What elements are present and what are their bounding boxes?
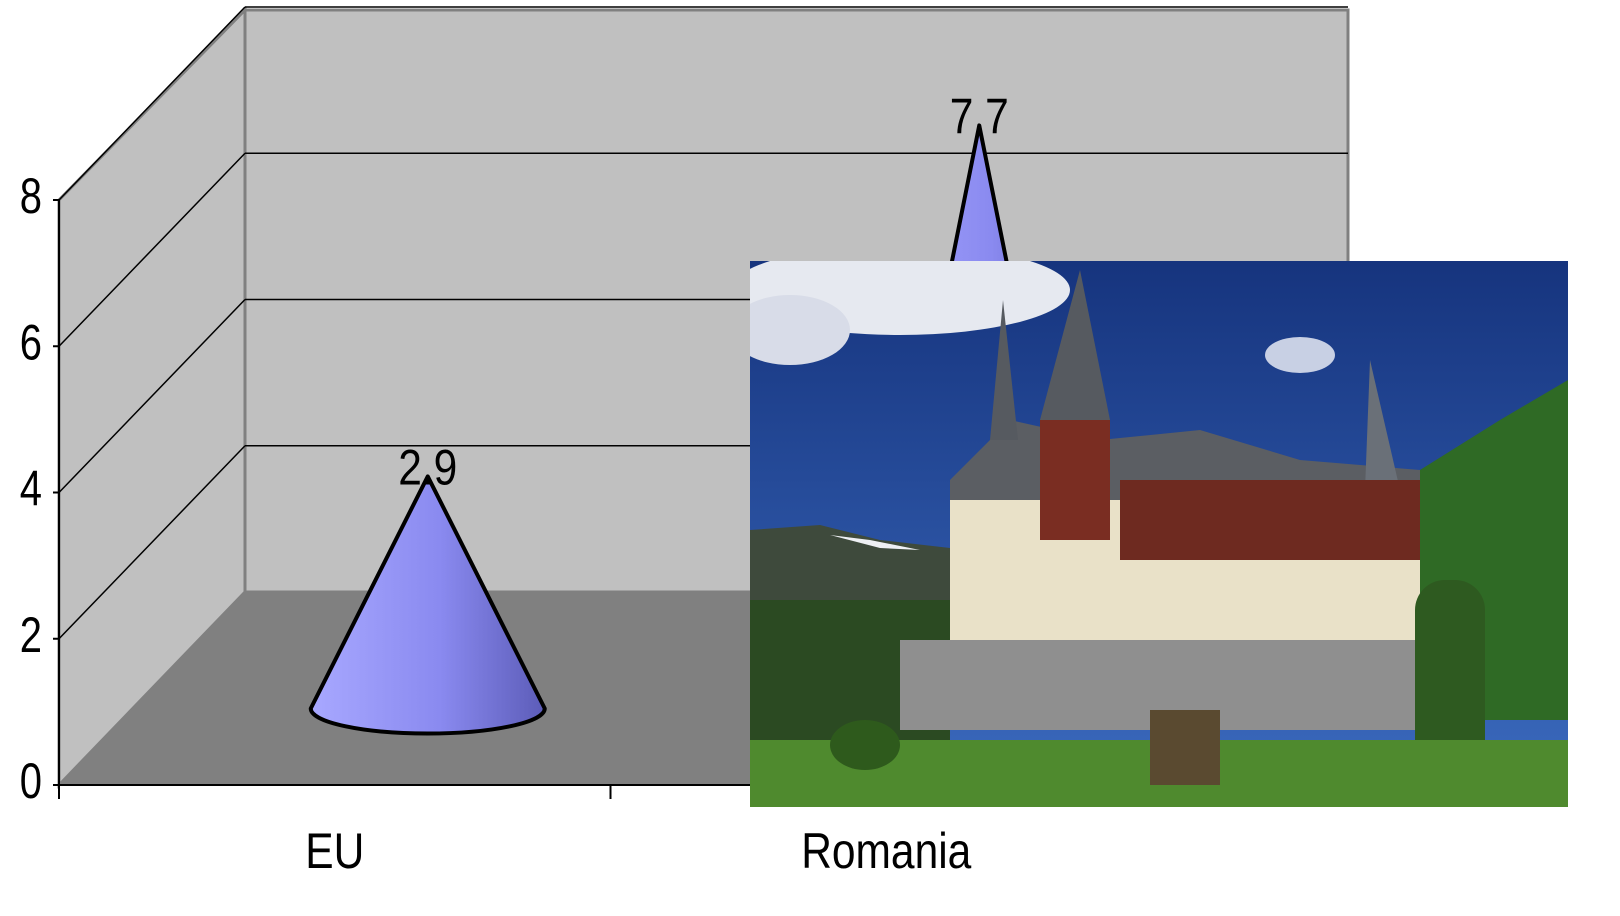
- y-tick-label: 6: [20, 314, 42, 370]
- data-label: 2.9: [398, 439, 457, 495]
- photo: [750, 261, 1568, 807]
- grid-line: [58, 445, 246, 640]
- grid-line: [58, 298, 246, 494]
- cone: [308, 474, 547, 736]
- grid-line: [58, 152, 246, 347]
- y-tick-label: 4: [20, 460, 42, 516]
- y-tick-label: 2: [20, 607, 42, 663]
- labels: EU 2.9 Romania 7.7: [305, 88, 1009, 879]
- x-tick-label: Romania: [801, 823, 971, 879]
- y-tick-label: 0: [20, 753, 42, 809]
- x-tick-label: EU: [305, 823, 364, 879]
- y-tick-label: 8: [20, 168, 42, 224]
- data-label: 7.7: [950, 88, 1009, 144]
- grid-line: [58, 6, 246, 201]
